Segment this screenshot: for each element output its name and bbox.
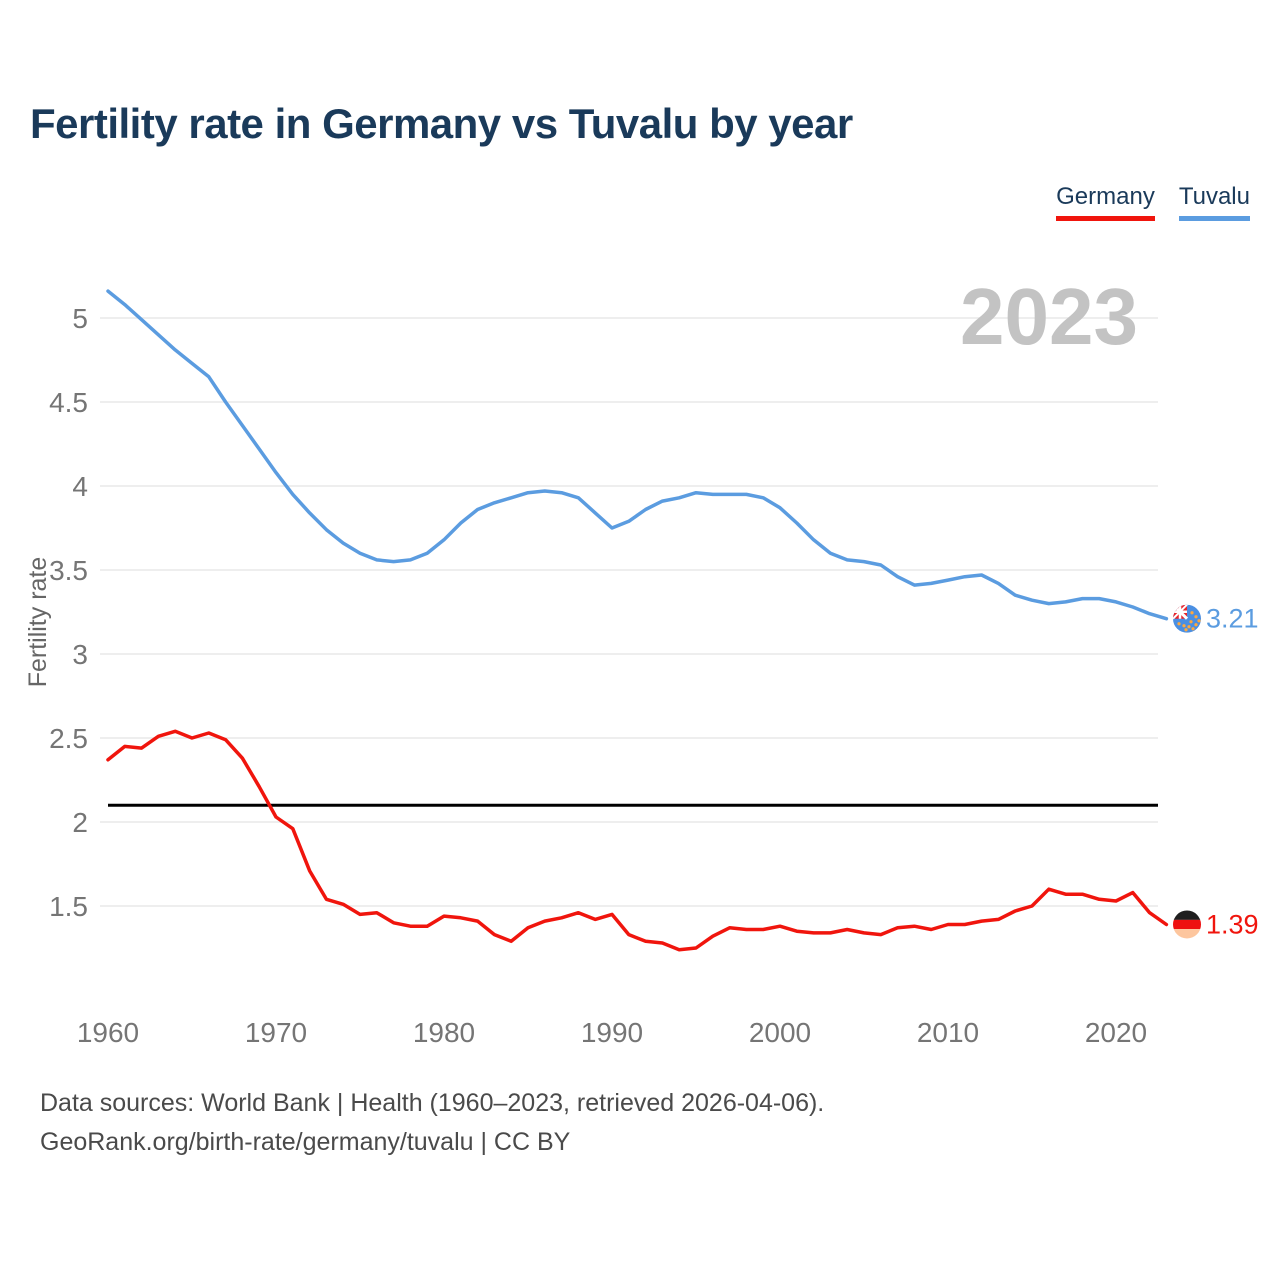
x-tick-label: 1990	[581, 1017, 643, 1048]
legend: Germany Tuvalu	[1056, 183, 1250, 221]
y-tick-label: 3	[72, 639, 88, 670]
germany-line	[106, 729, 1169, 952]
year-watermark: 2023	[960, 272, 1138, 361]
legend-item-tuvalu[interactable]: Tuvalu	[1178, 183, 1250, 221]
x-tick-label: 1980	[413, 1017, 475, 1048]
x-tick-label: 2020	[1085, 1017, 1147, 1048]
y-tick-label: 4	[72, 471, 88, 502]
tuvalu-line	[106, 289, 1169, 621]
y-tick-label: 2.5	[49, 723, 88, 754]
x-tick-label: 2010	[917, 1017, 979, 1048]
y-axis-title: Fertility rate	[24, 557, 52, 688]
x-tick-label: 2000	[749, 1017, 811, 1048]
y-tick-label: 3.5	[49, 555, 88, 586]
page-title: Fertility rate in Germany vs Tuvalu by y…	[30, 100, 853, 147]
y-tick-label: 5	[72, 303, 88, 334]
footer-line-1: Data sources: World Bank | Health (1960–…	[40, 1089, 825, 1117]
y-tick-label: 1.5	[49, 891, 88, 922]
x-tick-label: 1960	[77, 1017, 139, 1048]
y-tick-label: 2	[72, 807, 88, 838]
germany-flag-icon	[1173, 910, 1201, 939]
footer-line-2: GeoRank.org/birth-rate/germany/tuvalu | …	[40, 1128, 571, 1156]
germany-end-value: 1.39	[1206, 909, 1259, 939]
data-sources-footer: Data sources: World Bank | Health (1960–…	[40, 1084, 824, 1162]
tuvalu-flag-icon	[1173, 604, 1201, 633]
tuvalu-end-value: 3.21	[1206, 604, 1259, 634]
y-tick-label: 4.5	[49, 387, 88, 418]
x-tick-label: 1970	[245, 1017, 307, 1048]
legend-item-germany[interactable]: Germany	[1056, 183, 1155, 221]
